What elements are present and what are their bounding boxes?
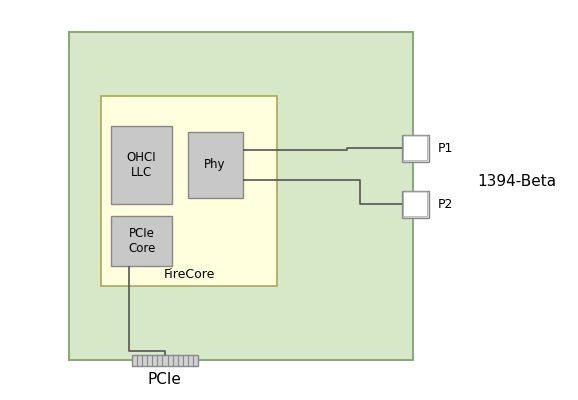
Bar xyxy=(402,135,429,162)
Text: P2: P2 xyxy=(438,198,453,211)
Bar xyxy=(111,216,172,266)
Bar xyxy=(402,191,429,218)
Text: P1: P1 xyxy=(438,142,453,155)
Bar xyxy=(111,126,172,204)
Text: PCIe: PCIe xyxy=(148,372,181,387)
Bar xyxy=(101,96,277,286)
Text: FireCore: FireCore xyxy=(164,268,215,280)
Text: Phy: Phy xyxy=(204,158,226,171)
FancyBboxPatch shape xyxy=(403,136,428,161)
Bar xyxy=(188,132,243,198)
Text: PCIe
Core: PCIe Core xyxy=(128,227,155,255)
FancyBboxPatch shape xyxy=(403,192,428,217)
Text: 1394-Beta: 1394-Beta xyxy=(478,174,557,190)
Bar xyxy=(69,32,413,360)
Bar xyxy=(132,355,198,366)
Text: OHCI
LLC: OHCI LLC xyxy=(127,151,157,179)
